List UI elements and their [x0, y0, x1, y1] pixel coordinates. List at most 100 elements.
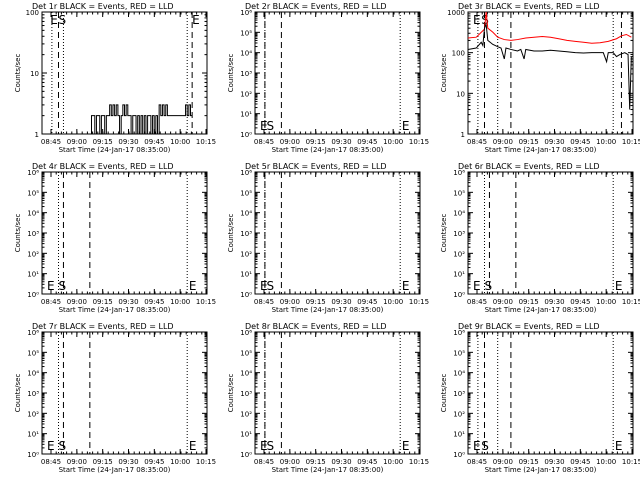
y-tick-label: 10⁶	[453, 329, 465, 337]
x-tick-label: 10:15	[196, 458, 216, 466]
y-tick-label: 10⁰	[453, 451, 465, 459]
x-tick-label: 09:30	[544, 138, 564, 146]
y-tick-label: 10⁶	[27, 169, 39, 177]
panel-title: Det 5r BLACK = Events, RED = LLD	[245, 162, 387, 171]
x-tick-label: 09:45	[357, 298, 377, 306]
y-tick-label: 10⁴	[240, 370, 252, 378]
x-tick-label: 08:45	[467, 138, 487, 146]
y-axis-label: Counts/sec	[14, 214, 22, 253]
x-tick-label: 09:00	[280, 138, 300, 146]
x-tick-label: 10:15	[409, 458, 429, 466]
x-tick-label: 08:45	[467, 298, 487, 306]
y-tick-label: 10³	[27, 390, 39, 398]
y-axis-label: Counts/sec	[440, 54, 448, 93]
plot-frame	[254, 331, 421, 455]
x-tick-label: 10:15	[409, 138, 429, 146]
y-tick-label: 1	[461, 131, 465, 139]
y-tick-label: 10	[30, 70, 39, 78]
y-tick-label: 10¹	[27, 431, 39, 439]
y-tick-label: 10³	[27, 230, 39, 238]
x-tick-label: 09:15	[93, 458, 113, 466]
y-tick-label: 10⁵	[27, 189, 39, 197]
x-axis-label: Start Time (24-Jan-17 08:35:00)	[272, 306, 384, 314]
y-tick-label: 10⁵	[453, 189, 465, 197]
x-tick-label: 08:45	[41, 138, 61, 146]
y-tick-label: 10⁵	[240, 189, 252, 197]
y-tick-label: 10⁰	[27, 291, 39, 299]
marker-label-e: E	[473, 279, 481, 293]
x-tick-label: 09:45	[144, 458, 164, 466]
marker-label-e: E	[473, 439, 481, 453]
y-axis-label: Counts/sec	[227, 54, 235, 93]
x-axis-label: Start Time (24-Jan-17 08:35:00)	[59, 466, 171, 474]
x-tick-label: 09:30	[118, 138, 138, 146]
x-tick-label: 08:45	[41, 298, 61, 306]
panel-det-1: Det 1r BLACK = Events, RED = LLD 1 10 100 08…	[14, 2, 216, 154]
y-tick-label: 10²	[27, 250, 39, 258]
y-tick-label: 10²	[27, 410, 39, 418]
y-tick-label: 10¹	[27, 271, 39, 279]
y-tick-label: 10⁶	[453, 169, 465, 177]
panel-title: Det 2r BLACK = Events, RED = LLD	[245, 2, 387, 11]
y-axis-label: Counts/sec	[440, 374, 448, 413]
x-tick-label: 10:00	[383, 298, 403, 306]
marker-label-s: S	[267, 119, 275, 133]
marker-label-e: E	[615, 279, 623, 293]
y-tick-label: 10⁰	[453, 291, 465, 299]
y-tick-label: 1000	[447, 9, 465, 17]
marker-label-e: E	[402, 119, 410, 133]
y-tick-label: 10¹	[453, 431, 465, 439]
panel-title: Det 1r BLACK = Events, RED = LLD	[32, 2, 174, 11]
marker-label-e: E	[402, 279, 410, 293]
marker-label-e: E	[473, 13, 481, 27]
x-tick-label: 08:45	[254, 458, 274, 466]
plot-frame	[467, 11, 634, 135]
x-tick-label: 09:45	[570, 138, 590, 146]
x-tick-label: 10:00	[383, 138, 403, 146]
x-tick-label: 09:45	[570, 458, 590, 466]
y-tick-label: 10³	[240, 230, 252, 238]
x-tick-label: 08:45	[254, 298, 274, 306]
x-tick-label: 09:45	[357, 138, 377, 146]
y-tick-label: 10⁶	[240, 329, 252, 337]
x-tick-label: 09:00	[493, 138, 513, 146]
y-tick-label: 10⁵	[240, 349, 252, 357]
marker-label-s: S	[59, 13, 67, 27]
y-tick-label: 10⁴	[240, 50, 252, 58]
panel-det-2: Det 2r BLACK = Events, RED = LLD 10⁰ 10¹ 10…	[227, 2, 429, 154]
marker-label-s: S	[59, 279, 67, 293]
x-tick-label: 10:00	[383, 458, 403, 466]
y-tick-label: 10⁰	[240, 291, 252, 299]
plot-frame	[254, 171, 421, 295]
panel-det-8: Det 8r BLACK = Events, RED = LLD 10⁰ 10¹ 10…	[227, 322, 429, 474]
series-line	[88, 104, 193, 135]
x-tick-label: 10:15	[196, 138, 216, 146]
panel-det-7: Det 7r BLACK = Events, RED = LLD 10⁰ 10¹ 10…	[14, 322, 216, 474]
x-tick-label: 10:15	[622, 298, 640, 306]
y-tick-label: 10³	[240, 390, 252, 398]
y-tick-label: 10⁴	[27, 210, 39, 218]
x-tick-label: 08:45	[467, 458, 487, 466]
x-axis-label: Start Time (24-Jan-17 08:35:00)	[485, 146, 597, 154]
panel-title: Det 3r BLACK = Events, RED = LLD	[458, 2, 600, 11]
x-tick-label: 09:30	[118, 298, 138, 306]
x-tick-label: 09:45	[144, 298, 164, 306]
panel-title: Det 7r BLACK = Events, RED = LLD	[32, 322, 174, 331]
x-tick-label: 09:30	[118, 458, 138, 466]
y-tick-label: 10²	[240, 410, 252, 418]
plot-frame	[41, 171, 208, 295]
marker-label-e: E	[260, 279, 268, 293]
x-tick-label: 09:15	[93, 138, 113, 146]
y-tick-label: 10³	[453, 390, 465, 398]
x-tick-label: 10:15	[622, 138, 640, 146]
marker-label-e: E	[189, 439, 197, 453]
x-tick-label: 10:00	[170, 298, 190, 306]
x-tick-label: 09:30	[331, 138, 351, 146]
y-tick-label: 10¹	[240, 111, 252, 119]
marker-label-e: E	[189, 279, 197, 293]
y-tick-label: 10⁵	[453, 349, 465, 357]
y-tick-label: 10⁰	[240, 451, 252, 459]
x-tick-label: 10:00	[596, 138, 616, 146]
x-tick-label: 09:15	[306, 298, 326, 306]
y-tick-label: 10³	[240, 70, 252, 78]
